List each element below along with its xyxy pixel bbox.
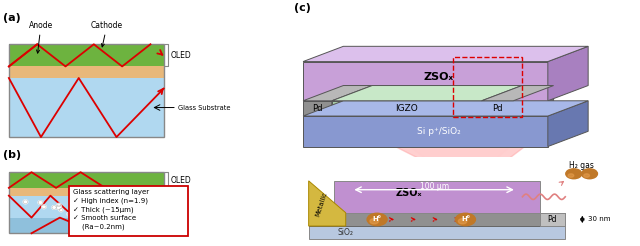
Text: Cathode: Cathode <box>91 20 123 47</box>
Bar <box>482 101 513 116</box>
Circle shape <box>115 206 120 211</box>
Bar <box>9 188 164 196</box>
Bar <box>334 181 540 213</box>
Text: 30 nm: 30 nm <box>588 216 611 222</box>
Circle shape <box>584 174 589 177</box>
Text: Metallic: Metallic <box>315 191 328 217</box>
Text: Pd: Pd <box>492 104 502 113</box>
Circle shape <box>370 219 378 224</box>
Bar <box>303 116 548 147</box>
Text: Pd: Pd <box>548 215 557 224</box>
Bar <box>9 172 164 233</box>
Circle shape <box>568 174 574 177</box>
Circle shape <box>59 209 63 212</box>
Bar <box>9 196 164 218</box>
Text: H₂ gas: H₂ gas <box>570 161 594 170</box>
Circle shape <box>143 211 147 215</box>
Text: (a): (a) <box>3 13 21 23</box>
Circle shape <box>80 207 86 211</box>
Circle shape <box>127 201 131 204</box>
Circle shape <box>127 204 131 208</box>
Circle shape <box>138 209 143 212</box>
Bar <box>9 44 164 137</box>
Polygon shape <box>303 86 372 101</box>
Circle shape <box>56 205 61 210</box>
Text: OLED: OLED <box>170 51 191 60</box>
Text: SiO₂: SiO₂ <box>337 228 353 237</box>
Text: IGZO: IGZO <box>396 104 418 113</box>
Bar <box>303 101 332 116</box>
Text: (c): (c) <box>294 3 311 14</box>
Bar <box>9 66 164 78</box>
Polygon shape <box>548 46 588 101</box>
Circle shape <box>107 212 111 216</box>
Circle shape <box>456 213 476 226</box>
Text: Anode: Anode <box>29 20 53 53</box>
Polygon shape <box>332 86 372 116</box>
Text: Glass Substrate: Glass Substrate <box>178 105 230 110</box>
Text: Pd: Pd <box>312 104 323 113</box>
Polygon shape <box>303 46 588 62</box>
Polygon shape <box>482 86 554 101</box>
Text: H⁰: H⁰ <box>461 216 470 222</box>
Polygon shape <box>332 86 522 101</box>
Circle shape <box>120 202 125 206</box>
Circle shape <box>114 204 119 208</box>
Bar <box>9 172 164 188</box>
Text: (b): (b) <box>3 150 21 160</box>
Circle shape <box>71 205 77 210</box>
Circle shape <box>367 213 387 226</box>
Circle shape <box>566 169 582 179</box>
Circle shape <box>150 202 154 205</box>
Circle shape <box>143 210 147 214</box>
Circle shape <box>116 196 121 200</box>
Polygon shape <box>303 101 588 116</box>
Polygon shape <box>548 101 588 147</box>
Bar <box>540 213 565 226</box>
Bar <box>332 101 482 116</box>
Text: Glass scattering layer
✓ High index (n=1.9)
✓ Thick (~15μm)
✓ Smooth surface
   : Glass scattering layer ✓ High index (n=1… <box>73 189 149 230</box>
Circle shape <box>83 201 89 206</box>
Bar <box>9 44 164 66</box>
Circle shape <box>57 203 61 207</box>
Circle shape <box>52 206 56 209</box>
Circle shape <box>84 212 88 216</box>
Circle shape <box>106 207 111 211</box>
Polygon shape <box>308 181 346 226</box>
Polygon shape <box>513 86 554 116</box>
Circle shape <box>150 197 156 201</box>
Circle shape <box>38 201 43 204</box>
Bar <box>303 62 548 101</box>
Text: IGZO: IGZO <box>312 215 331 224</box>
Circle shape <box>72 214 76 217</box>
Circle shape <box>146 213 150 217</box>
Bar <box>453 57 522 117</box>
Circle shape <box>124 198 129 202</box>
Circle shape <box>67 212 71 216</box>
Bar <box>9 218 164 233</box>
Polygon shape <box>396 147 525 168</box>
Circle shape <box>582 169 598 179</box>
Bar <box>308 213 565 226</box>
Circle shape <box>42 205 46 209</box>
Bar <box>308 226 565 239</box>
Circle shape <box>148 209 154 213</box>
Circle shape <box>74 202 78 206</box>
Polygon shape <box>482 86 522 116</box>
Text: Si p⁺/SiO₂: Si p⁺/SiO₂ <box>417 127 460 136</box>
Bar <box>9 78 164 137</box>
Text: H⁰: H⁰ <box>372 216 381 222</box>
FancyBboxPatch shape <box>69 186 188 236</box>
Circle shape <box>122 208 127 212</box>
Text: ZSOₓ: ZSOₓ <box>423 72 454 82</box>
Text: ZSOₓ: ZSOₓ <box>395 188 422 198</box>
Polygon shape <box>410 147 511 164</box>
Circle shape <box>82 211 86 215</box>
Circle shape <box>458 219 467 224</box>
Circle shape <box>129 206 134 210</box>
Text: 100 μm: 100 μm <box>420 182 449 191</box>
Circle shape <box>81 199 84 202</box>
Circle shape <box>23 200 28 204</box>
Text: OLED: OLED <box>170 176 191 184</box>
Circle shape <box>127 198 131 200</box>
